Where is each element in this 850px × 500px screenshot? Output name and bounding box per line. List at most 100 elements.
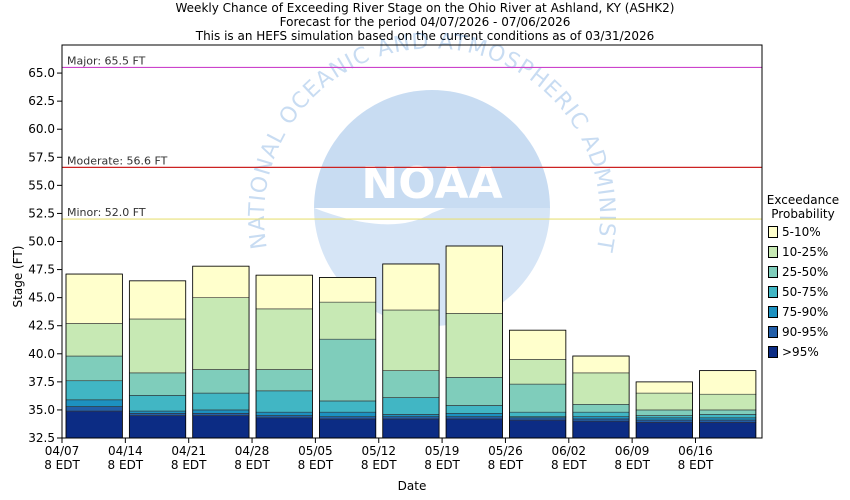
bar-segment bbox=[382, 397, 440, 415]
plot-frame bbox=[61, 44, 763, 439]
x-tick-label-time: 8 EDT bbox=[488, 458, 524, 472]
legend-item: 25-50% bbox=[768, 263, 844, 281]
bar-segment bbox=[65, 323, 123, 357]
bar-segment bbox=[445, 418, 503, 439]
y-tick-label: 35.0 bbox=[28, 403, 55, 417]
bar-segment bbox=[192, 392, 250, 411]
bar-segment bbox=[129, 318, 187, 374]
bar-segment bbox=[65, 410, 123, 439]
legend-item: 75-90% bbox=[768, 303, 844, 321]
legend-label: 25-50% bbox=[782, 265, 829, 279]
x-tick-label-time: 8 EDT bbox=[614, 458, 650, 472]
x-tick-label-time: 8 EDT bbox=[551, 458, 587, 472]
bar-segment bbox=[699, 370, 757, 395]
bar-segment bbox=[572, 416, 630, 420]
x-tick-label-date: 04/14 bbox=[108, 444, 143, 458]
bar-segment bbox=[319, 277, 377, 303]
legend-swatch bbox=[768, 326, 778, 338]
y-tick-label: 37.5 bbox=[28, 375, 55, 389]
watermark-logo-text: NOAA bbox=[361, 158, 502, 209]
y-tick-label: 47.5 bbox=[28, 263, 55, 277]
bar-segment bbox=[635, 392, 693, 411]
legend-item: 90-95% bbox=[768, 323, 844, 341]
bar-segment bbox=[192, 297, 250, 370]
chart-subtitle-simulation: This is an HEFS simulation based on the … bbox=[195, 29, 655, 43]
y-tick-label: 42.5 bbox=[28, 319, 55, 333]
bar-segment bbox=[319, 411, 377, 417]
legend-swatch bbox=[768, 246, 778, 258]
x-tick-label-date: 06/02 bbox=[551, 444, 586, 458]
x-tick-label-date: 05/05 bbox=[298, 444, 333, 458]
bar-segment bbox=[382, 309, 440, 371]
bar-segment bbox=[509, 383, 567, 413]
bar-segment bbox=[509, 329, 567, 360]
bar-segment bbox=[572, 404, 630, 413]
bar-segment bbox=[129, 410, 187, 414]
bar-segment bbox=[445, 377, 503, 406]
bar-segment bbox=[255, 274, 313, 310]
bar-segment bbox=[699, 421, 757, 439]
x-tick-label-date: 05/12 bbox=[361, 444, 396, 458]
bar-segment bbox=[699, 414, 757, 419]
bar-segment bbox=[635, 417, 693, 421]
bar-segment bbox=[572, 372, 630, 405]
legend-swatch bbox=[768, 226, 778, 238]
x-tick-label-time: 8 EDT bbox=[234, 458, 270, 472]
bar-segment bbox=[255, 308, 313, 370]
y-tick-label: 40.0 bbox=[28, 347, 55, 361]
bar-segment bbox=[192, 415, 250, 439]
bar-segment bbox=[65, 399, 123, 407]
bar-segment bbox=[509, 411, 567, 417]
bar-segment bbox=[319, 338, 377, 402]
legend-label: 5-10% bbox=[782, 225, 821, 239]
bar-segment bbox=[635, 421, 693, 439]
x-tick-label-time: 8 EDT bbox=[44, 458, 80, 472]
bar-segment bbox=[192, 409, 250, 414]
bar-segment bbox=[635, 381, 693, 394]
x-tick-label-date: 06/09 bbox=[615, 444, 650, 458]
bar-segment bbox=[699, 409, 757, 415]
y-tick-label: 52.5 bbox=[28, 206, 55, 220]
legend-label: 90-95% bbox=[782, 325, 829, 339]
bar-segment bbox=[255, 390, 313, 413]
x-tick-label-date: 06/16 bbox=[678, 444, 713, 458]
y-tick-label: 50.0 bbox=[28, 235, 55, 249]
bar-segment bbox=[572, 420, 630, 439]
bar-segment bbox=[129, 395, 187, 412]
bar-segment bbox=[445, 412, 503, 417]
bar-segment bbox=[572, 418, 630, 422]
watermark-top-half bbox=[314, 90, 550, 208]
bar-segment bbox=[319, 301, 377, 340]
bar-segment bbox=[382, 416, 440, 420]
legend-item: 5-10% bbox=[768, 223, 844, 241]
bar-segment bbox=[382, 263, 440, 311]
legend-swatch bbox=[768, 306, 778, 318]
bar-segment bbox=[255, 415, 313, 419]
bar-segment bbox=[319, 418, 377, 439]
bar-segment bbox=[509, 417, 567, 421]
bar-segment bbox=[65, 406, 123, 412]
y-tick-label: 45.0 bbox=[28, 291, 55, 305]
flood-level-label: Moderate: 56.6 FT bbox=[67, 154, 168, 167]
bar-segment bbox=[635, 409, 693, 416]
bar-segment bbox=[255, 369, 313, 392]
x-tick-label-time: 8 EDT bbox=[171, 458, 207, 472]
bar-segment bbox=[445, 245, 503, 314]
bar-segment bbox=[129, 280, 187, 320]
legend: Exceedance Probability 5-10% 10-25% 25-50%… bbox=[767, 193, 844, 361]
legend-title-line-2: Probability bbox=[771, 207, 835, 221]
x-tick-label-time: 8 EDT bbox=[298, 458, 334, 472]
legend-title-line-1: Exceedance bbox=[766, 193, 840, 207]
bar-segment bbox=[255, 411, 313, 416]
x-axis-label: Date bbox=[398, 479, 427, 493]
legend-swatch bbox=[768, 266, 778, 278]
bar-segment bbox=[445, 416, 503, 420]
legend-item: >95% bbox=[768, 343, 844, 361]
flood-level-label: Minor: 52.0 FT bbox=[67, 206, 146, 219]
bar-segment bbox=[129, 372, 187, 396]
x-tick-label-date: 04/21 bbox=[171, 444, 206, 458]
bar-segment bbox=[382, 414, 440, 417]
legend-swatch bbox=[768, 286, 778, 298]
bar-segment bbox=[319, 416, 377, 420]
